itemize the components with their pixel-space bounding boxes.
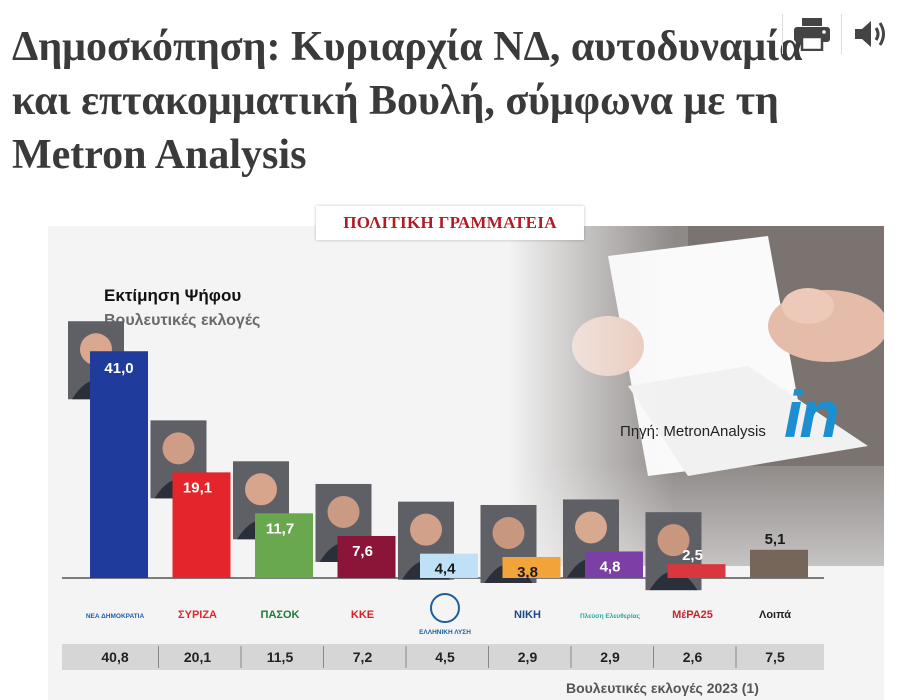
page-title: Δημοσκόπηση: Κυριαρχία ΝΔ, αυτοδυναμία κ… bbox=[12, 24, 803, 178]
vote-estimate-chart: 41,0 ΝΕΑ ΔΗΜΟΚΡΑΤΙΑ 40,8 19,1 ΣΥΡΙΖΑ 20,1 11,7… bbox=[62, 321, 824, 670]
bar-value-label: 4,4 bbox=[435, 561, 457, 578]
bar-1 bbox=[172, 472, 231, 578]
bar-value-label: 2,5 bbox=[682, 547, 703, 564]
party-logo-label: ΠΑΣΟΚ bbox=[261, 609, 300, 621]
bar-2 bbox=[255, 513, 313, 578]
party-logo-label: ΝΕΑ ΔΗΜΟΚΡΑΤΙΑ bbox=[86, 613, 145, 620]
party-logo-label: ΕΛΛΗΝΙΚΗ ΛΥΣΗ bbox=[419, 629, 471, 636]
bar-value-label: 41,0 bbox=[104, 360, 133, 377]
category-label[interactable]: ΠΟΛΙΤΙΚΗ ΓΡΑΜΜΑΤΕΙΑ bbox=[316, 206, 584, 240]
candidate-face bbox=[162, 432, 195, 465]
bar-5 bbox=[502, 556, 561, 578]
previous-result-value: 2,9 bbox=[518, 649, 538, 665]
party-logo-label: ΚΚΕ bbox=[351, 609, 374, 621]
bar-value-label: 4,8 bbox=[600, 558, 621, 575]
bar-value-label: 19,1 bbox=[183, 479, 212, 496]
party-logo-label: Λοιπά bbox=[759, 609, 791, 621]
candidate-face bbox=[492, 516, 525, 549]
previous-result-value: 40,8 bbox=[101, 649, 128, 665]
previous-result-value: 7,2 bbox=[353, 649, 373, 665]
candidate-face bbox=[575, 511, 607, 544]
source-label: Πηγή: MetronAnalysis bbox=[620, 423, 766, 440]
candidate-face bbox=[657, 524, 690, 557]
previous-result-value: 7,5 bbox=[765, 649, 785, 665]
bar-0 bbox=[90, 351, 148, 578]
chart-title: Εκτίμηση Ψήφου bbox=[104, 286, 242, 305]
article-toolbar bbox=[782, 14, 900, 54]
previous-result-value: 4,5 bbox=[435, 649, 455, 665]
speaker-icon bbox=[855, 21, 885, 47]
previous-election-label: Βουλευτικές εκλογές 2023 (1) bbox=[566, 680, 759, 696]
previous-results-strip bbox=[62, 644, 824, 670]
chart-subtitle: Βουλευτικές εκλογές bbox=[104, 312, 261, 329]
previous-result-value: 2,9 bbox=[600, 649, 620, 665]
bar-4 bbox=[420, 553, 478, 578]
printer-icon bbox=[794, 18, 830, 51]
candidate-face bbox=[327, 495, 360, 528]
bar-8 bbox=[750, 549, 808, 578]
party-logo-label: ΝΙΚΗ bbox=[514, 609, 541, 621]
bar-value-label: 3,8 bbox=[517, 564, 538, 581]
candidate-face bbox=[245, 473, 277, 506]
party-logo-label: Πλεύση Ελευθερίας bbox=[580, 612, 641, 620]
bar-value-label: 7,6 bbox=[352, 543, 373, 560]
previous-result-value: 20,1 bbox=[184, 649, 211, 665]
in-gr-logo: in bbox=[784, 377, 840, 451]
print-button[interactable] bbox=[782, 14, 841, 54]
ballot-photo-background bbox=[48, 226, 884, 700]
poll-infographic: Εκτίμηση Ψήφου Βουλευτικές εκλογές % Πηγ… bbox=[48, 226, 884, 700]
bar-3 bbox=[337, 535, 396, 578]
candidate-face bbox=[410, 513, 442, 546]
bar-value-label: 5,1 bbox=[765, 531, 786, 548]
bar-value-label: 11,7 bbox=[266, 520, 294, 537]
previous-result-value: 2,6 bbox=[683, 649, 703, 665]
previous-result-value: 11,5 bbox=[267, 649, 294, 665]
bar-6 bbox=[585, 551, 643, 578]
party-logo-emblem bbox=[430, 593, 460, 623]
party-logo-label: ΣΥΡΙΖΑ bbox=[178, 609, 217, 621]
bar-7 bbox=[667, 564, 726, 578]
listen-button[interactable] bbox=[841, 14, 900, 54]
party-logo-label: ΜέΡΑ25 bbox=[672, 609, 713, 621]
